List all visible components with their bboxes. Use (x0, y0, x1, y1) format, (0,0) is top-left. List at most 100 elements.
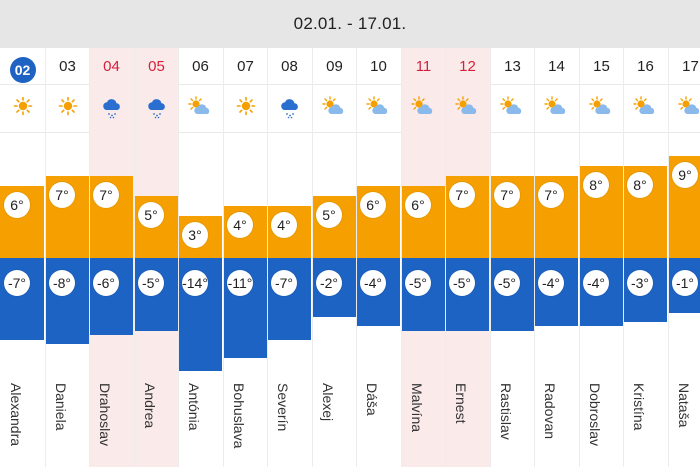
column-divider (134, 48, 135, 467)
high-temp-label: 7° (449, 182, 475, 208)
day-column[interactable]: 17 9° -1° Nataša (668, 48, 700, 467)
sun-cloud-icon (356, 96, 401, 120)
day-column[interactable]: 14 7° -4° Radovan (534, 48, 579, 467)
column-divider (356, 48, 357, 467)
low-temp-label: -2° (316, 270, 342, 296)
low-temp-label: -3° (627, 270, 653, 296)
high-temp-label: 7° (538, 182, 564, 208)
sun-cloud-icon (178, 96, 223, 120)
low-temp-label: -7° (271, 270, 297, 296)
forecast-grid: 02 6° -7° Alexandra 03 7° -8° Daniela 04 7° -6° Dra… (0, 48, 700, 467)
column-divider (267, 48, 268, 467)
high-temp-label: 6° (360, 192, 386, 218)
low-temp-label: -6° (93, 270, 119, 296)
sun-cloud-icon (579, 96, 624, 120)
day-column[interactable]: 12 7° -5° Ernest (445, 48, 490, 467)
low-temp-label: -8° (49, 270, 75, 296)
day-column[interactable]: 07 4° -11° Bohuslava (223, 48, 268, 467)
day-column[interactable]: 05 5° -5° Andrea (134, 48, 179, 467)
high-temp-label: 6° (4, 192, 30, 218)
high-temp-label: 6° (405, 192, 431, 218)
column-divider (623, 48, 624, 467)
day-column[interactable]: 10 6° -4° Dáša (356, 48, 401, 467)
nameday-name: Bohuslava (231, 383, 247, 449)
high-temp-label: 7° (49, 182, 75, 208)
low-temp-label: -14° (182, 270, 208, 296)
column-divider (490, 48, 491, 467)
column-divider (45, 48, 46, 467)
low-temp-label: -4° (360, 270, 386, 296)
nameday-name: Rastislav (498, 383, 514, 440)
high-temp-label: 4° (227, 212, 253, 238)
day-number: 13 (504, 58, 521, 75)
low-temp-label: -7° (4, 270, 30, 296)
nameday-name: Nataša (676, 383, 692, 428)
column-divider (668, 48, 669, 467)
day-column[interactable]: 11 6° -5° Malvína (401, 48, 446, 467)
day-number: 14 (548, 58, 565, 75)
nameday-name: Ernest (453, 383, 469, 424)
day-number: 12 (459, 58, 476, 75)
sun-icon (0, 96, 45, 120)
high-temp-label: 9° (672, 162, 698, 188)
nameday-name: Alexej (320, 383, 336, 422)
low-temp-label: -1° (672, 270, 698, 296)
cloud-snow-icon (134, 96, 179, 120)
column-divider (534, 48, 535, 467)
nameday-name: Dobroslav (587, 383, 603, 447)
day-number: 06 (192, 58, 209, 75)
sun-cloud-icon (490, 96, 535, 120)
day-number: 03 (59, 58, 76, 75)
date-range-header: 02.01. - 17.01. (0, 0, 700, 48)
day-column[interactable]: 08 4° -7° Severín (267, 48, 312, 467)
nameday-name: Severín (275, 383, 291, 432)
row-divider (0, 132, 700, 133)
sun-cloud-icon (312, 96, 357, 120)
column-divider (223, 48, 224, 467)
nameday-name: Dáša (364, 383, 380, 416)
day-column[interactable]: 15 8° -4° Dobroslav (579, 48, 624, 467)
sun-icon (223, 96, 268, 120)
cloud-snow-icon (267, 96, 312, 120)
column-divider (312, 48, 313, 467)
day-column[interactable]: 09 5° -2° Alexej (312, 48, 357, 467)
day-column[interactable]: 04 7° -6° Drahoslav (89, 48, 134, 467)
nameday-name: Drahoslav (97, 383, 113, 447)
day-number: 05 (148, 58, 165, 75)
sun-cloud-icon (668, 96, 700, 120)
low-temp-label: -5° (138, 270, 164, 296)
low-temp-label: -11° (227, 270, 253, 296)
sun-cloud-icon (401, 96, 446, 120)
column-divider (445, 48, 446, 467)
high-temp-label: 5° (316, 202, 342, 228)
day-number: 11 (415, 58, 432, 75)
cloud-snow-icon (89, 96, 134, 120)
high-temp-label: 8° (627, 172, 653, 198)
nameday-name: Alexandra (8, 383, 24, 447)
nameday-name: Antónia (186, 383, 202, 431)
high-temp-label: 7° (93, 182, 119, 208)
day-column[interactable]: 02 6° -7° Alexandra (0, 48, 45, 467)
day-number: 08 (281, 58, 298, 75)
nameday-name: Andrea (142, 383, 158, 429)
sun-cloud-icon (534, 96, 579, 120)
day-number: 04 (103, 58, 120, 75)
low-temp-label: -4° (538, 270, 564, 296)
day-number: 09 (326, 58, 343, 75)
day-column[interactable]: 16 8° -3° Kristína (623, 48, 668, 467)
nameday-name: Radovan (542, 383, 558, 440)
column-divider (178, 48, 179, 467)
sun-icon (45, 96, 90, 120)
row-divider (0, 84, 700, 85)
day-column[interactable]: 06 3° -14° Antónia (178, 48, 223, 467)
low-temp-label: -4° (583, 270, 609, 296)
nameday-name: Daniela (53, 383, 69, 431)
low-temp-label: -5° (449, 270, 475, 296)
day-column[interactable]: 13 7° -5° Rastislav (490, 48, 535, 467)
day-number: 16 (637, 58, 654, 75)
day-number: 15 (593, 58, 610, 75)
low-temp-label: -5° (494, 270, 520, 296)
column-divider (401, 48, 402, 467)
day-column[interactable]: 03 7° -8° Daniela (45, 48, 90, 467)
low-temp-label: -5° (405, 270, 431, 296)
